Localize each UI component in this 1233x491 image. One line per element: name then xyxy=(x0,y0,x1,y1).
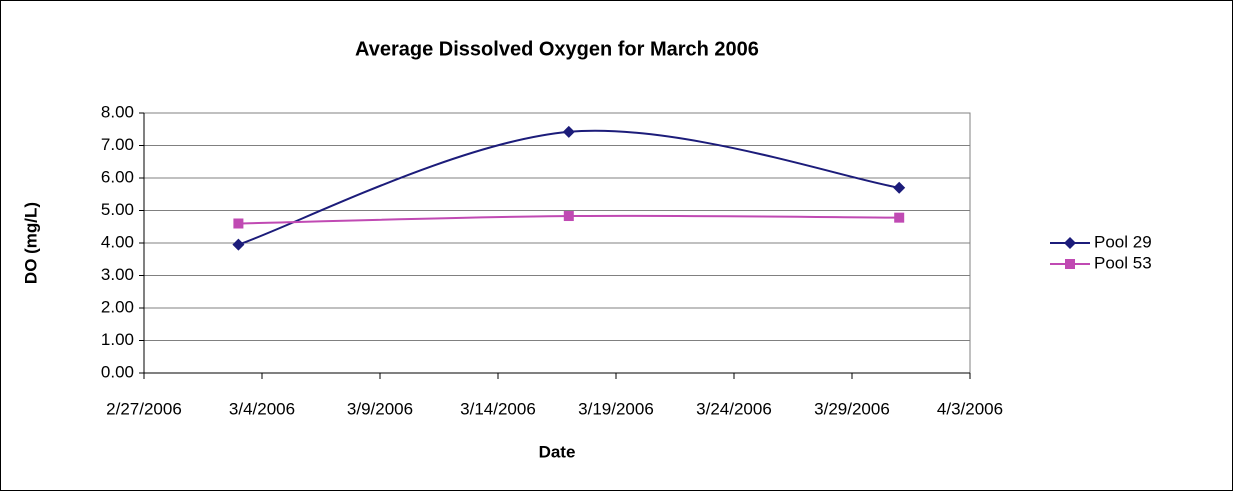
x-tick-label: 4/3/2006 xyxy=(937,399,1003,418)
data-point xyxy=(563,211,574,222)
x-tick-label: 2/27/2006 xyxy=(106,399,182,418)
data-point xyxy=(232,238,245,251)
legend-marker xyxy=(1065,259,1075,269)
y-tick-label: 0.00 xyxy=(101,362,134,381)
x-tick-label: 3/14/2006 xyxy=(460,399,536,418)
y-tick-label: 2.00 xyxy=(101,297,134,316)
y-tick-label: 7.00 xyxy=(101,135,134,154)
data-point xyxy=(893,181,906,194)
legend-marker xyxy=(1064,237,1076,249)
x-tick-label: 3/4/2006 xyxy=(229,399,295,418)
chart-title: Average Dissolved Oxygen for March 2006 xyxy=(355,38,759,60)
y-tick-label: 5.00 xyxy=(101,200,134,219)
y-tick-label: 8.00 xyxy=(101,102,134,121)
x-tick-label: 3/9/2006 xyxy=(347,399,413,418)
x-tick-label: 3/19/2006 xyxy=(578,399,654,418)
legend-label: Pool 53 xyxy=(1094,253,1152,272)
x-axis-label: Date xyxy=(539,442,576,461)
x-tick-label: 3/24/2006 xyxy=(696,399,772,418)
data-point xyxy=(562,125,575,138)
y-tick-label: 1.00 xyxy=(101,330,134,349)
y-axis-label: DO (mg/L) xyxy=(21,202,40,284)
x-tick-label: 3/29/2006 xyxy=(814,399,890,418)
y-tick-label: 6.00 xyxy=(101,167,134,186)
data-point xyxy=(233,218,244,229)
y-tick-label: 3.00 xyxy=(101,265,134,284)
y-tick-label: 4.00 xyxy=(101,232,134,251)
legend-label: Pool 29 xyxy=(1094,232,1152,251)
data-point xyxy=(894,212,905,223)
